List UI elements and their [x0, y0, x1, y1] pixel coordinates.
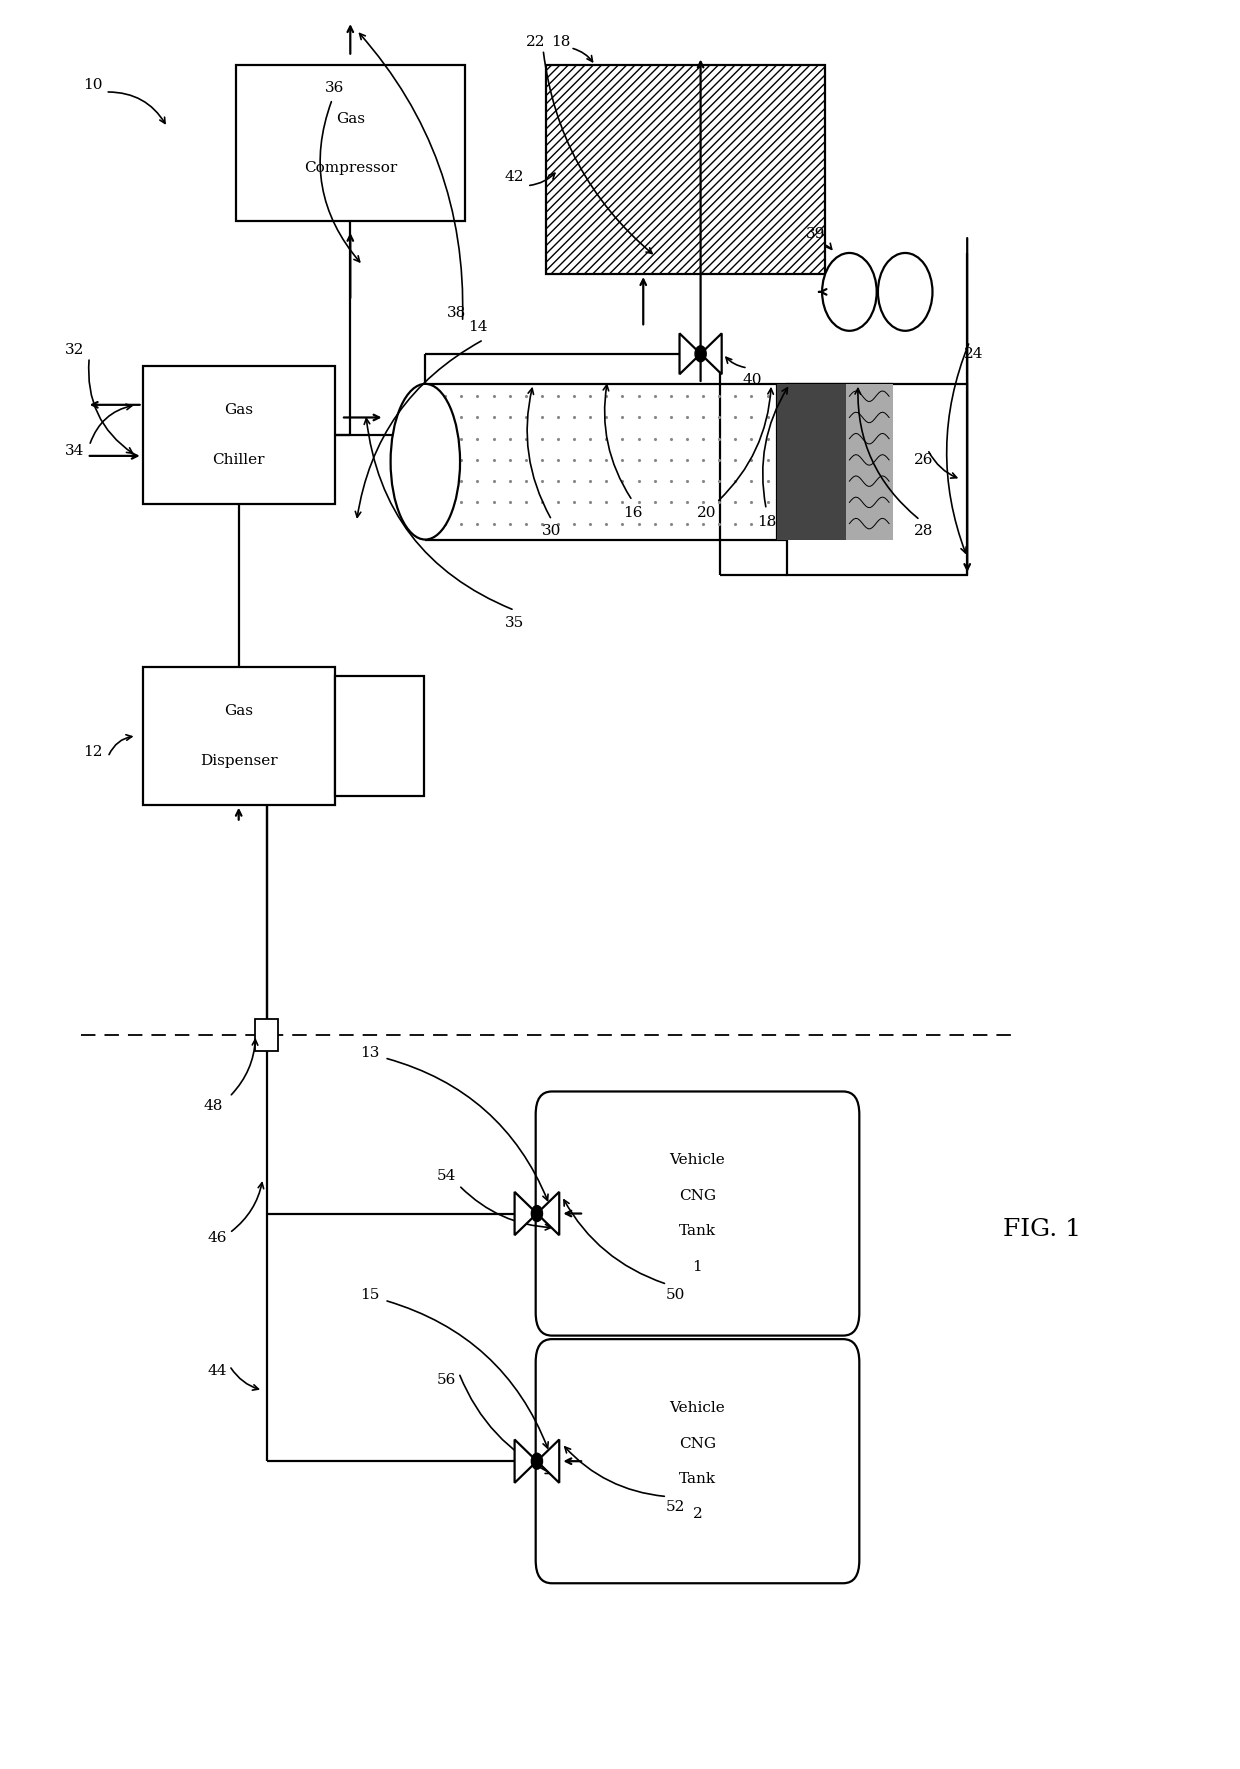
- Text: 30: 30: [542, 524, 562, 538]
- Text: 14: 14: [467, 320, 487, 334]
- Text: CNG: CNG: [680, 1189, 715, 1203]
- Text: Vehicle: Vehicle: [670, 1153, 725, 1168]
- Bar: [787, 384, 967, 575]
- FancyBboxPatch shape: [536, 1339, 859, 1583]
- Text: 34: 34: [64, 444, 84, 458]
- Text: 40: 40: [743, 373, 763, 387]
- Circle shape: [878, 253, 932, 331]
- Polygon shape: [537, 1192, 559, 1235]
- Text: Compressor: Compressor: [304, 161, 397, 175]
- Text: 15: 15: [360, 1288, 379, 1302]
- Text: 48: 48: [203, 1099, 223, 1113]
- Text: 18: 18: [551, 35, 570, 50]
- Text: 20: 20: [697, 506, 717, 520]
- Text: 28: 28: [914, 524, 934, 538]
- Text: Tank: Tank: [680, 1472, 715, 1486]
- Text: 26: 26: [914, 453, 934, 467]
- Text: 12: 12: [83, 745, 103, 759]
- FancyBboxPatch shape: [536, 1091, 859, 1336]
- Text: 13: 13: [360, 1045, 379, 1060]
- Text: 36: 36: [325, 81, 345, 96]
- Text: 2: 2: [693, 1507, 702, 1521]
- Text: 39: 39: [806, 226, 826, 241]
- Polygon shape: [537, 1440, 559, 1482]
- Text: Gas: Gas: [336, 111, 365, 126]
- Bar: [846, 384, 893, 540]
- Polygon shape: [515, 1192, 537, 1235]
- Text: 18: 18: [756, 515, 776, 529]
- Text: Vehicle: Vehicle: [670, 1401, 725, 1415]
- Circle shape: [822, 253, 877, 331]
- Circle shape: [531, 1206, 543, 1222]
- Text: Gas: Gas: [224, 403, 253, 417]
- Bar: [777, 384, 846, 540]
- Text: 35: 35: [505, 616, 525, 630]
- Circle shape: [531, 1454, 543, 1468]
- Text: 22: 22: [526, 35, 546, 50]
- Text: 38: 38: [446, 306, 466, 320]
- Text: 44: 44: [207, 1364, 227, 1378]
- Bar: [546, 65, 825, 274]
- Polygon shape: [680, 333, 701, 375]
- Text: CNG: CNG: [680, 1436, 715, 1451]
- Text: 56: 56: [436, 1373, 456, 1387]
- Text: 32: 32: [64, 343, 84, 357]
- Text: 24: 24: [963, 347, 983, 361]
- Bar: [255, 1019, 278, 1051]
- Text: 50: 50: [666, 1288, 686, 1302]
- Polygon shape: [701, 333, 722, 375]
- Polygon shape: [515, 1440, 537, 1482]
- Text: 54: 54: [436, 1169, 456, 1183]
- Bar: [236, 65, 465, 221]
- Text: 42: 42: [505, 170, 525, 184]
- Text: Tank: Tank: [680, 1224, 715, 1238]
- Text: 52: 52: [666, 1500, 686, 1514]
- Text: Dispenser: Dispenser: [200, 754, 278, 768]
- Text: Chiller: Chiller: [212, 453, 265, 467]
- Text: 46: 46: [207, 1231, 227, 1245]
- Text: 1: 1: [693, 1260, 702, 1274]
- Circle shape: [694, 347, 707, 363]
- Text: FIG. 1: FIG. 1: [1003, 1217, 1080, 1242]
- Bar: [143, 366, 335, 504]
- Text: Gas: Gas: [224, 704, 253, 718]
- Bar: [335, 676, 424, 796]
- Ellipse shape: [391, 384, 460, 540]
- Text: 10: 10: [83, 78, 103, 92]
- Bar: [143, 667, 335, 805]
- Text: 16: 16: [622, 506, 642, 520]
